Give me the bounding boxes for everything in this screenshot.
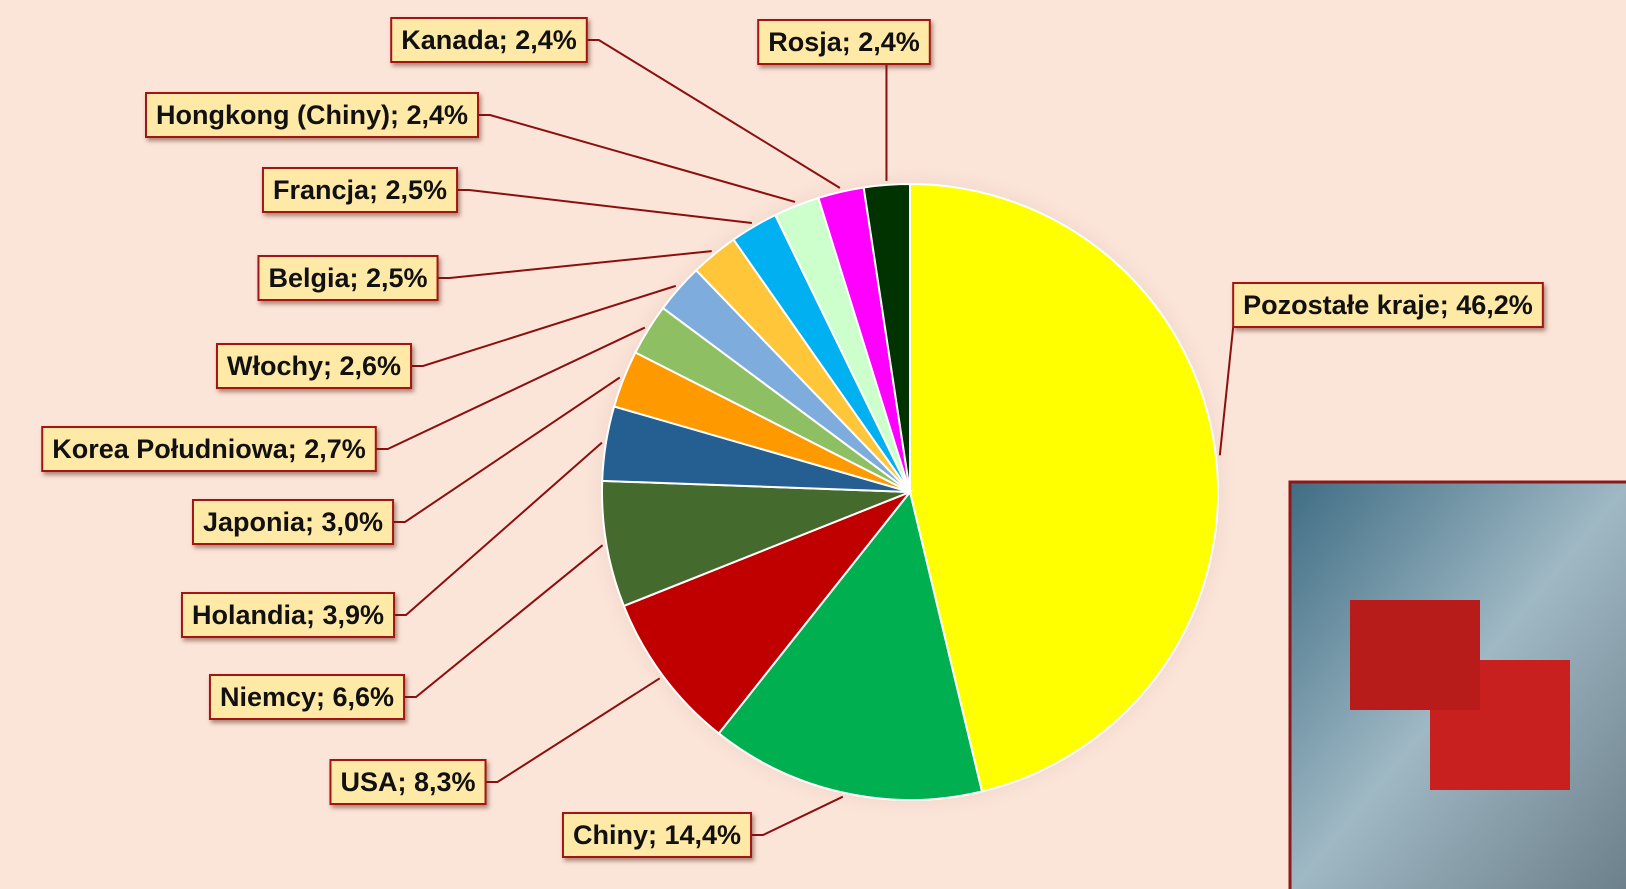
data-label: Korea Południowa; 2,7% [41,426,377,472]
leader-line [485,677,661,783]
label-box [1232,282,1544,328]
data-label-text: Francja; 2,5% [273,175,447,205]
data-label: Kanada; 2,4% [390,17,588,63]
label-box [329,759,487,805]
leader-line [411,284,677,367]
label-box [390,17,588,63]
data-label-text: Niemcy; 6,6% [220,682,394,712]
photo-crate [1350,600,1480,710]
data-label: Włochy; 2,6% [215,343,413,389]
leader-line [437,250,712,279]
data-label: Holandia; 3,9% [180,592,396,638]
data-label: Chiny; 14,4% [561,812,753,858]
data-label-text: Pozostałe kraje; 46,2% [1243,290,1533,320]
pie-slice [601,479,911,608]
leader-line [751,795,844,836]
leader-line [586,39,841,189]
label-box [180,592,396,638]
leader-line [404,544,604,698]
label-box [561,812,753,858]
leader-lines [375,39,1235,836]
pie-slice [862,182,911,493]
data-label: Hongkong (Chiny); 2,4% [145,92,479,138]
data-label-text: Kanada; 2,4% [401,25,577,55]
leader-line [478,114,796,203]
label-box [145,92,479,138]
data-label-text: Chiny; 14,4% [573,820,741,850]
leader-line [393,376,621,523]
leader-line [375,326,646,450]
data-label: Niemcy; 6,6% [208,674,406,720]
pie-slice [622,489,914,735]
data-label-text: Holandia; 3,9% [192,600,384,630]
data-label-text: Japonia; 3,0% [203,507,383,537]
label-box [191,499,395,545]
label-box [208,674,406,720]
data-label-text: Korea Południowa; 2,7% [52,434,366,464]
label-box [757,19,931,65]
label-box [215,343,413,389]
label-box [261,167,459,213]
data-label-text: Belgia; 2,5% [268,263,427,293]
pie-slice [717,489,984,801]
data-label-text: USA; 8,3% [340,767,475,797]
data-label: Rosja; 2,4% [757,19,931,65]
leader-line [394,441,603,616]
data-label: Belgia; 2,5% [257,255,439,301]
data-label-text: Włochy; 2,6% [227,351,401,381]
data-label: Pozostałe kraje; 46,2% [1232,282,1544,328]
data-label-text: Rosja; 2,4% [768,27,920,57]
label-box [257,255,439,301]
label-box [41,426,377,472]
leader-line [457,189,752,225]
leader-line [1218,326,1235,456]
data-label: Francja; 2,5% [261,167,459,213]
data-label: Japonia; 3,0% [191,499,395,545]
pie-slice [909,182,1219,793]
data-label: USA; 8,3% [329,759,487,805]
data-label-text: Hongkong (Chiny); 2,4% [156,100,468,130]
